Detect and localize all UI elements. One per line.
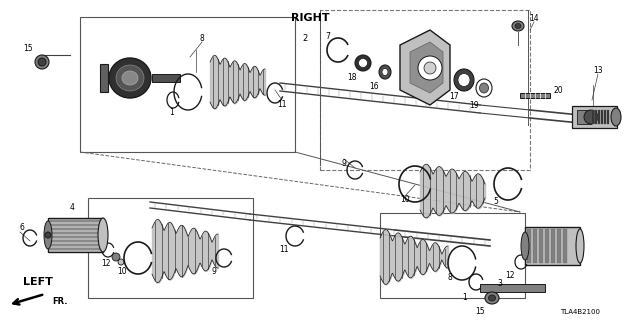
Text: 10: 10 (117, 268, 127, 276)
Bar (520, 93, 550, 98)
Text: 20: 20 (553, 85, 563, 94)
Text: 11: 11 (279, 245, 289, 254)
Text: 12: 12 (505, 271, 515, 281)
Bar (80, 17, 295, 152)
Bar (320, 10, 530, 170)
Text: 14: 14 (529, 13, 539, 22)
Ellipse shape (358, 59, 367, 68)
Polygon shape (410, 42, 443, 93)
Ellipse shape (512, 21, 524, 31)
Bar (545, 229, 549, 263)
Bar (595, 110, 597, 124)
Bar (598, 110, 600, 124)
Circle shape (418, 56, 442, 80)
Bar (604, 110, 606, 124)
Ellipse shape (485, 292, 499, 304)
Text: 8: 8 (447, 273, 452, 282)
Ellipse shape (355, 55, 371, 71)
Ellipse shape (116, 65, 144, 91)
Bar (533, 229, 537, 263)
Text: 9: 9 (212, 268, 216, 276)
Text: 7: 7 (326, 31, 330, 41)
Text: FR.: FR. (52, 298, 67, 307)
Text: 1: 1 (463, 293, 467, 302)
Ellipse shape (38, 58, 46, 66)
Bar (592, 110, 594, 124)
Text: 17: 17 (449, 92, 459, 100)
Bar (152, 74, 180, 82)
Bar (48, 218, 103, 252)
Bar (50, 247, 101, 250)
Bar (607, 110, 609, 124)
Ellipse shape (576, 229, 584, 263)
Ellipse shape (521, 232, 529, 260)
Text: 16: 16 (369, 82, 379, 91)
Polygon shape (400, 30, 450, 105)
Text: 15: 15 (475, 308, 485, 316)
Ellipse shape (35, 55, 49, 69)
Text: 11: 11 (277, 100, 287, 108)
Bar (480, 284, 545, 292)
Ellipse shape (109, 58, 151, 98)
Text: 18: 18 (348, 73, 356, 82)
Bar (525, 227, 580, 265)
Ellipse shape (611, 108, 621, 126)
Text: 3: 3 (497, 279, 502, 289)
Bar (551, 229, 555, 263)
Polygon shape (100, 64, 108, 92)
Bar (50, 220, 101, 222)
Text: 10: 10 (400, 196, 410, 204)
Text: 15: 15 (23, 44, 33, 52)
Ellipse shape (382, 68, 388, 76)
Bar (577, 110, 591, 124)
Text: 1: 1 (170, 108, 174, 116)
Bar (527, 229, 531, 263)
Ellipse shape (44, 221, 52, 249)
Ellipse shape (458, 74, 470, 86)
Text: 6: 6 (20, 223, 24, 233)
Text: RIGHT: RIGHT (291, 13, 330, 23)
Ellipse shape (584, 110, 598, 124)
Bar (88, 198, 253, 298)
Text: 12: 12 (101, 260, 111, 268)
Circle shape (424, 62, 436, 74)
Bar (557, 229, 561, 263)
Ellipse shape (98, 218, 108, 252)
Bar (50, 231, 101, 234)
Text: 4: 4 (70, 204, 74, 212)
Text: 13: 13 (593, 66, 603, 75)
Text: 5: 5 (493, 197, 499, 206)
Bar (380, 213, 525, 298)
Ellipse shape (515, 23, 521, 28)
Ellipse shape (454, 69, 474, 91)
Ellipse shape (45, 232, 51, 238)
Bar (50, 244, 101, 246)
Text: 2: 2 (302, 34, 308, 43)
Circle shape (118, 259, 124, 265)
Bar (601, 110, 603, 124)
Bar (563, 229, 567, 263)
Text: 9: 9 (342, 158, 346, 167)
Ellipse shape (479, 83, 488, 93)
Bar (539, 229, 543, 263)
Text: LEFT: LEFT (23, 277, 53, 287)
Ellipse shape (379, 65, 391, 79)
Bar (50, 223, 101, 226)
Ellipse shape (476, 79, 492, 97)
Circle shape (112, 253, 120, 261)
Bar (50, 228, 101, 230)
Text: 8: 8 (200, 34, 204, 43)
Ellipse shape (122, 71, 138, 85)
Bar (50, 236, 101, 238)
Bar (572, 106, 617, 128)
Text: 19: 19 (469, 100, 479, 109)
Text: TLA4B2100: TLA4B2100 (560, 309, 600, 315)
Ellipse shape (488, 295, 495, 301)
Bar (50, 239, 101, 242)
